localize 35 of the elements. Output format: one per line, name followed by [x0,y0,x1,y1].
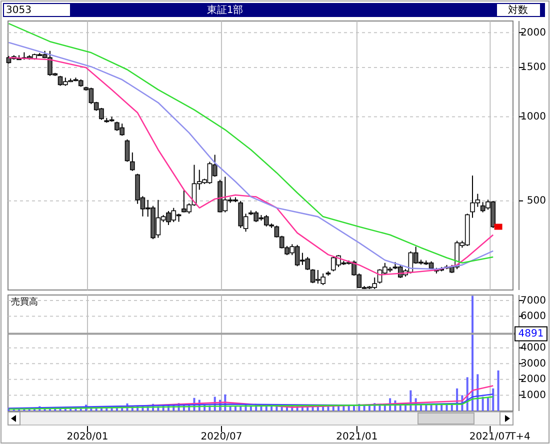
bar [472,296,474,411]
bar [425,404,428,411]
y-tick-label: 3000 [520,358,546,370]
bar [368,405,370,411]
y-tick-label: 7000 [520,295,546,306]
y-tick-label: 2000 [520,374,546,386]
x-tick-label: 2021/07 [469,432,511,443]
y-tick-label: 1000 [520,111,546,122]
bar [492,388,494,411]
ref-line-label: 4891 [518,328,544,340]
y-tick-label: 1000 [520,390,546,401]
bar [486,398,489,411]
x-tick-label: 2020/07 [200,432,242,443]
bar [229,406,232,411]
text: T+4 [508,432,530,443]
y-tick-label: 2000 [520,27,546,38]
bar [430,404,432,411]
bar [234,406,236,411]
line-series [8,393,494,409]
bar [435,404,438,411]
line-series [8,396,494,410]
chart-subtitle: 東証1部 [206,4,244,16]
y-tick-label: 1500 [520,62,546,74]
bar [497,370,500,411]
candlestick [130,152,135,172]
y-tick-label: 4000 [520,342,546,354]
y-tick-label: 500 [526,196,546,207]
bar [446,404,448,411]
chart-title: 3053 [6,5,32,16]
chart-title: 売買高 [11,296,38,308]
text: 対数 [508,4,528,16]
y-tick-label: 6000 [520,311,546,322]
candlestick [124,138,130,162]
x-tick-label: 2020/01 [66,432,108,443]
x-tick-label: 2021/01 [336,432,378,443]
